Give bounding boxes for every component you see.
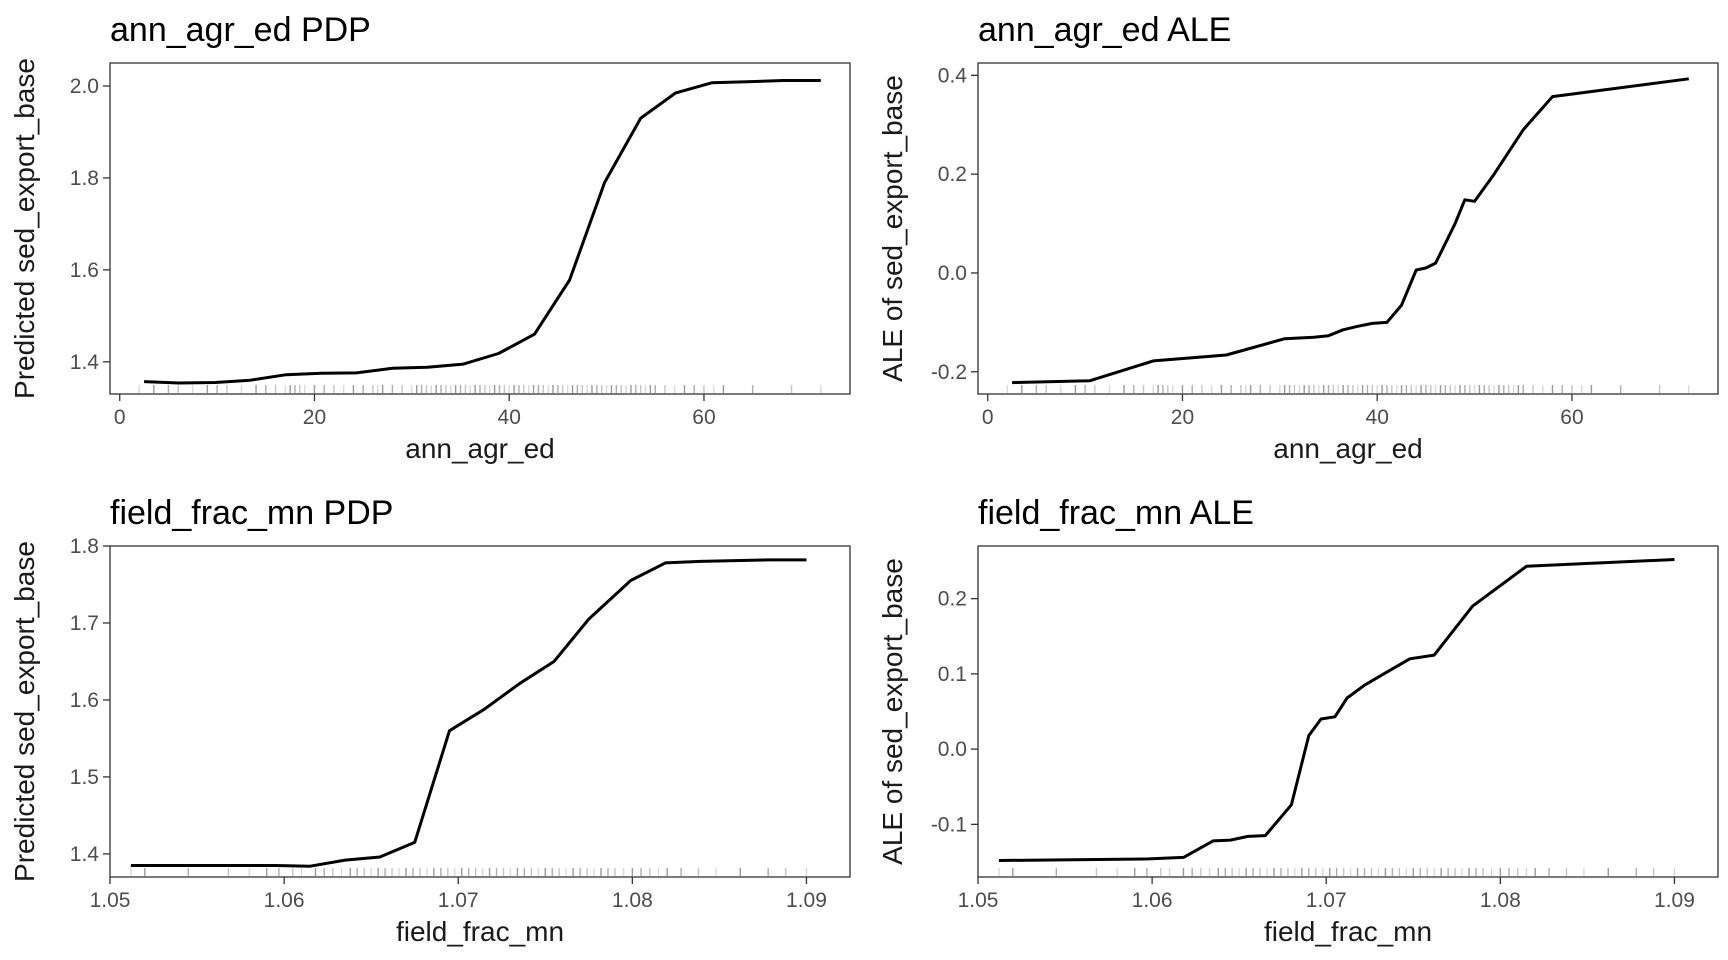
y-tick-label: 0.2 — [938, 163, 967, 186]
rug — [1006, 385, 1690, 393]
plot-frame — [977, 62, 1719, 395]
y-tick-label: 0.4 — [938, 64, 968, 87]
x-axis-label: ann_agr_ed — [405, 433, 554, 464]
y-tick-label: 1.4 — [70, 843, 100, 866]
y-axis-label: ALE of sed_export_base — [877, 558, 908, 865]
x-tick-label: 1.06 — [264, 889, 305, 912]
y-tick-label: 1.7 — [70, 612, 99, 635]
y-tick-label: -0.1 — [931, 813, 967, 836]
x-tick-label: 1.08 — [1480, 889, 1521, 912]
y-tick-label: 0.0 — [938, 262, 967, 285]
x-tick-label: 1.09 — [1654, 889, 1695, 912]
x-tick-label: 40 — [498, 406, 521, 429]
rug — [138, 385, 822, 393]
x-tick-label: 1.09 — [786, 889, 827, 912]
x-tick-label: 0 — [982, 406, 994, 429]
series-line — [1012, 77, 1689, 385]
x-tick-label: 40 — [1366, 406, 1389, 429]
x-tick-label: 1.05 — [958, 889, 999, 912]
plot-frame — [109, 545, 851, 878]
y-tick-label: 2.0 — [70, 75, 99, 98]
panel-title: field_frac_mn ALE — [978, 494, 1254, 532]
rug — [998, 868, 1676, 876]
panel-2: ann_agr_ed ALE 0 20 40 60 -0.2 0.0 0.2 0.4 ann_ag… — [877, 11, 1719, 464]
x-tick-label: 0 — [114, 406, 126, 429]
panel-1: ann_agr_ed PDP 0 20 40 60 1.4 1.6 1.8 2.0 ann_agr… — [9, 11, 851, 464]
x-tick-label: 1.05 — [90, 889, 131, 912]
y-tick-label: -0.2 — [931, 361, 967, 384]
y-tick-label: 0.2 — [938, 588, 967, 611]
y-tick-label: 1.6 — [70, 259, 99, 282]
x-tick-label: 20 — [303, 406, 326, 429]
panel-3: field_frac_mn PDP 1.05 1.06 1.07 1.08 1.09 1.4… — [9, 494, 851, 947]
y-tick-label: 1.6 — [70, 689, 99, 712]
y-tick-label: 1.5 — [70, 766, 99, 789]
x-tick-label: 1.07 — [438, 889, 479, 912]
panel-4: field_frac_mn ALE 1.05 1.06 1.07 1.08 1.09 -0.… — [877, 494, 1719, 947]
y-axis-label: Predicted sed_export_base — [9, 58, 40, 399]
x-axis-label: field_frac_mn — [1264, 916, 1432, 947]
x-tick-label: 1.08 — [612, 889, 653, 912]
y-tick-label: 1.8 — [70, 535, 99, 558]
x-tick-label: 1.07 — [1306, 889, 1347, 912]
x-tick-label: 1.06 — [1132, 889, 1173, 912]
y-axis-label: ALE of sed_export_base — [877, 75, 908, 382]
y-axis-label: Predicted sed_export_base — [9, 541, 40, 882]
y-tick-label: 0.1 — [938, 663, 967, 686]
x-tick-label: 20 — [1171, 406, 1194, 429]
panel-title: ann_agr_ed PDP — [110, 11, 371, 49]
series-line — [144, 79, 821, 385]
panel-title: ann_agr_ed ALE — [978, 11, 1231, 49]
x-tick-label: 60 — [692, 406, 715, 429]
x-tick-label: 60 — [1560, 406, 1583, 429]
rug — [130, 868, 808, 876]
plot-frame — [109, 62, 851, 395]
x-axis-label: field_frac_mn — [396, 916, 564, 947]
plot-frame — [977, 545, 1719, 878]
series-line — [998, 558, 1675, 862]
panel-title: field_frac_mn PDP — [110, 494, 393, 532]
series-line — [130, 558, 807, 868]
x-axis-label: ann_agr_ed — [1273, 433, 1422, 464]
y-tick-label: 0.0 — [938, 738, 967, 761]
y-tick-label: 1.4 — [70, 351, 100, 374]
y-tick-label: 1.8 — [70, 167, 99, 190]
